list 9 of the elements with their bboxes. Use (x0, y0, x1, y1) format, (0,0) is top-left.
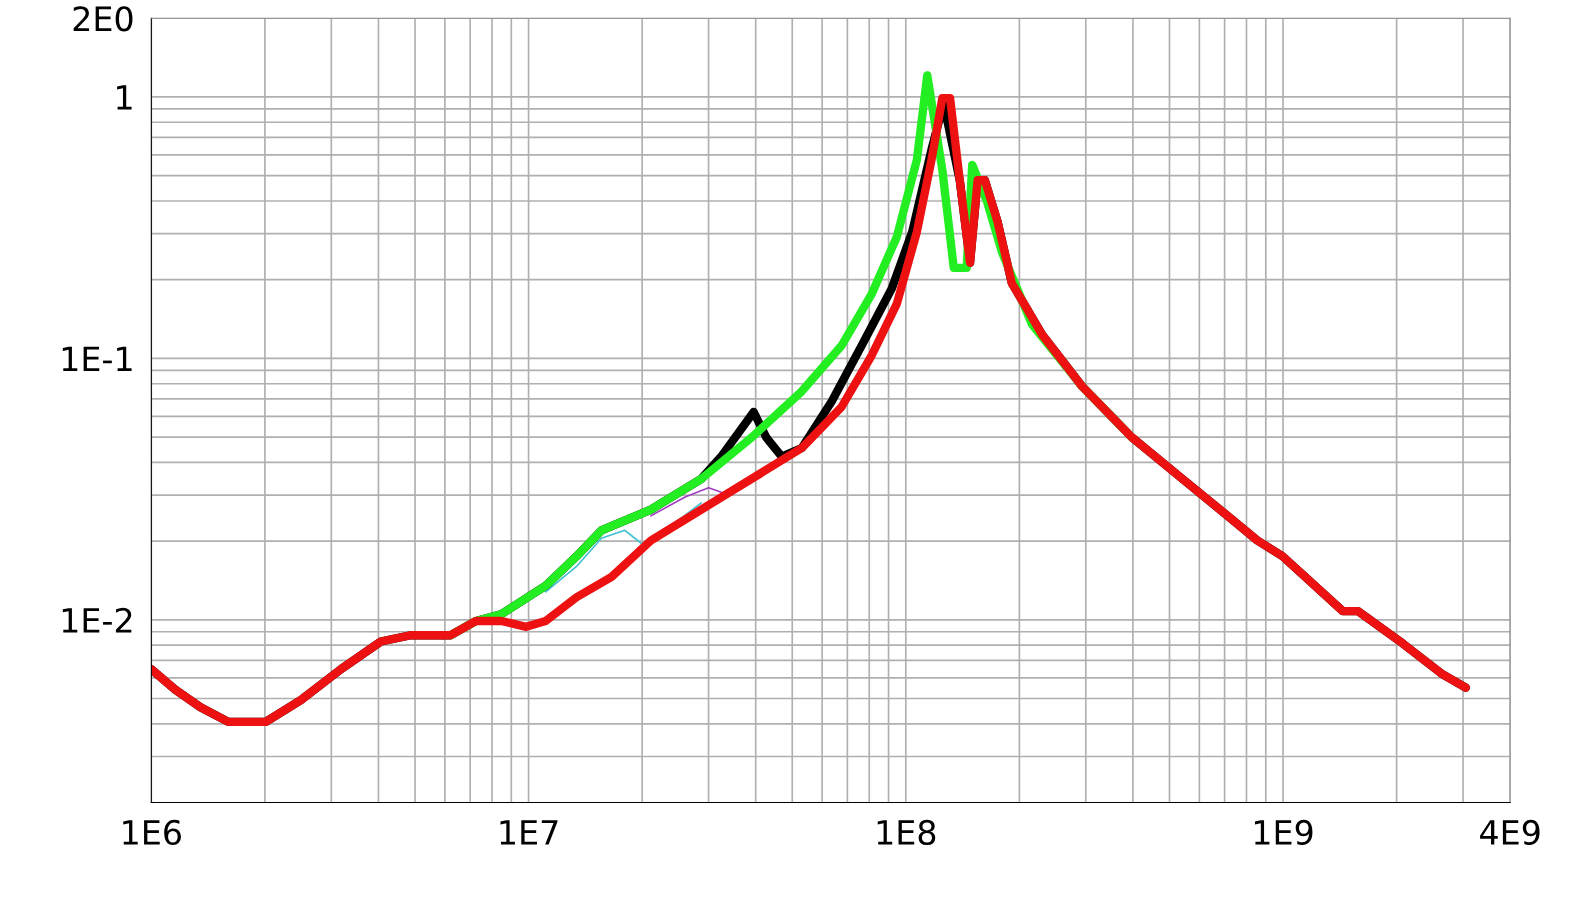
y-tick-label: 1E-2 (62, 607, 132, 633)
x-tick-label: 1E8 (877, 819, 936, 846)
x-tick-label: 1E9 (1254, 819, 1313, 846)
y-tick-label: 1E-1 (62, 346, 132, 372)
x-tick-label: 4E9 (1480, 819, 1540, 846)
x-tick-label: 1E7 (500, 820, 558, 845)
y-tick-label: 1 (117, 85, 132, 110)
x-tick-label: 1E6 (123, 819, 181, 846)
y-tick-label: 2E0 (73, 6, 133, 32)
